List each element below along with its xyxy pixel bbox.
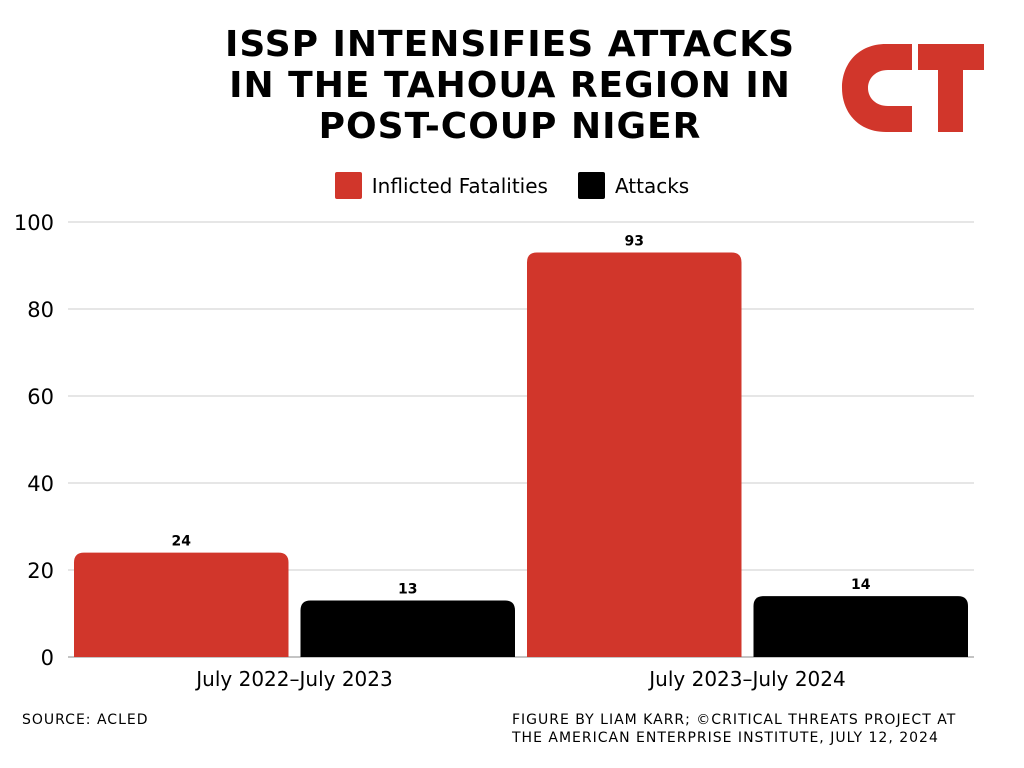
y-tick-label: 0 xyxy=(41,646,54,670)
legend-label-attacks: Attacks xyxy=(614,173,690,198)
credit-line-1: FIGURE BY LIAM KARR; ©CRITICAL THREATS P… xyxy=(512,712,957,728)
legend-item-fatalities: Inflicted Fatalities xyxy=(334,172,548,199)
credit-note: FIGURE BY LIAM KARR; ©CRITICAL THREATS P… xyxy=(512,711,1012,747)
y-tick-label: 20 xyxy=(27,559,54,583)
y-tick-label: 60 xyxy=(27,385,54,409)
title-line-2: IN THE TAHOUA REGION IN xyxy=(229,65,791,106)
data-label: 24 xyxy=(172,534,192,550)
chart-legend: Inflicted Fatalities Attacks xyxy=(0,172,1024,199)
bar-attacks xyxy=(753,596,968,657)
legend-label-fatalities: Inflicted Fatalities xyxy=(371,173,548,198)
chart-title: ISSP INTENSIFIES ATTACKS IN THE TAHOUA R… xyxy=(200,24,820,147)
credit-line-2: THE AMERICAN ENTERPRISE INSTITUTE, JULY … xyxy=(512,730,939,746)
logo-letter-t xyxy=(918,44,984,132)
logo-letter-c xyxy=(842,44,912,132)
x-tick-label: July 2023–July 2024 xyxy=(647,667,845,691)
y-tick-label: 100 xyxy=(14,211,54,235)
legend-swatch-attacks xyxy=(577,172,605,199)
y-tick-label: 40 xyxy=(27,472,54,496)
title-line-3: POST-COUP NIGER xyxy=(318,106,702,147)
data-label: 13 xyxy=(398,581,417,597)
data-label: 93 xyxy=(625,233,644,249)
bar-inflicted-fatalities xyxy=(527,252,742,657)
title-line-1: ISSP INTENSIFIES ATTACKS xyxy=(224,24,796,65)
y-tick-label: 80 xyxy=(27,298,54,322)
x-tick-label: July 2022–July 2023 xyxy=(194,667,392,691)
bar-inflicted-fatalities xyxy=(74,552,289,657)
critical-threats-logo: CT xyxy=(842,44,984,132)
bar-attacks xyxy=(300,600,515,657)
legend-item-attacks: Attacks xyxy=(577,172,690,199)
source-note: SOURCE: ACLED xyxy=(22,712,149,728)
data-label: 14 xyxy=(851,577,871,593)
legend-swatch-fatalities xyxy=(334,172,362,199)
